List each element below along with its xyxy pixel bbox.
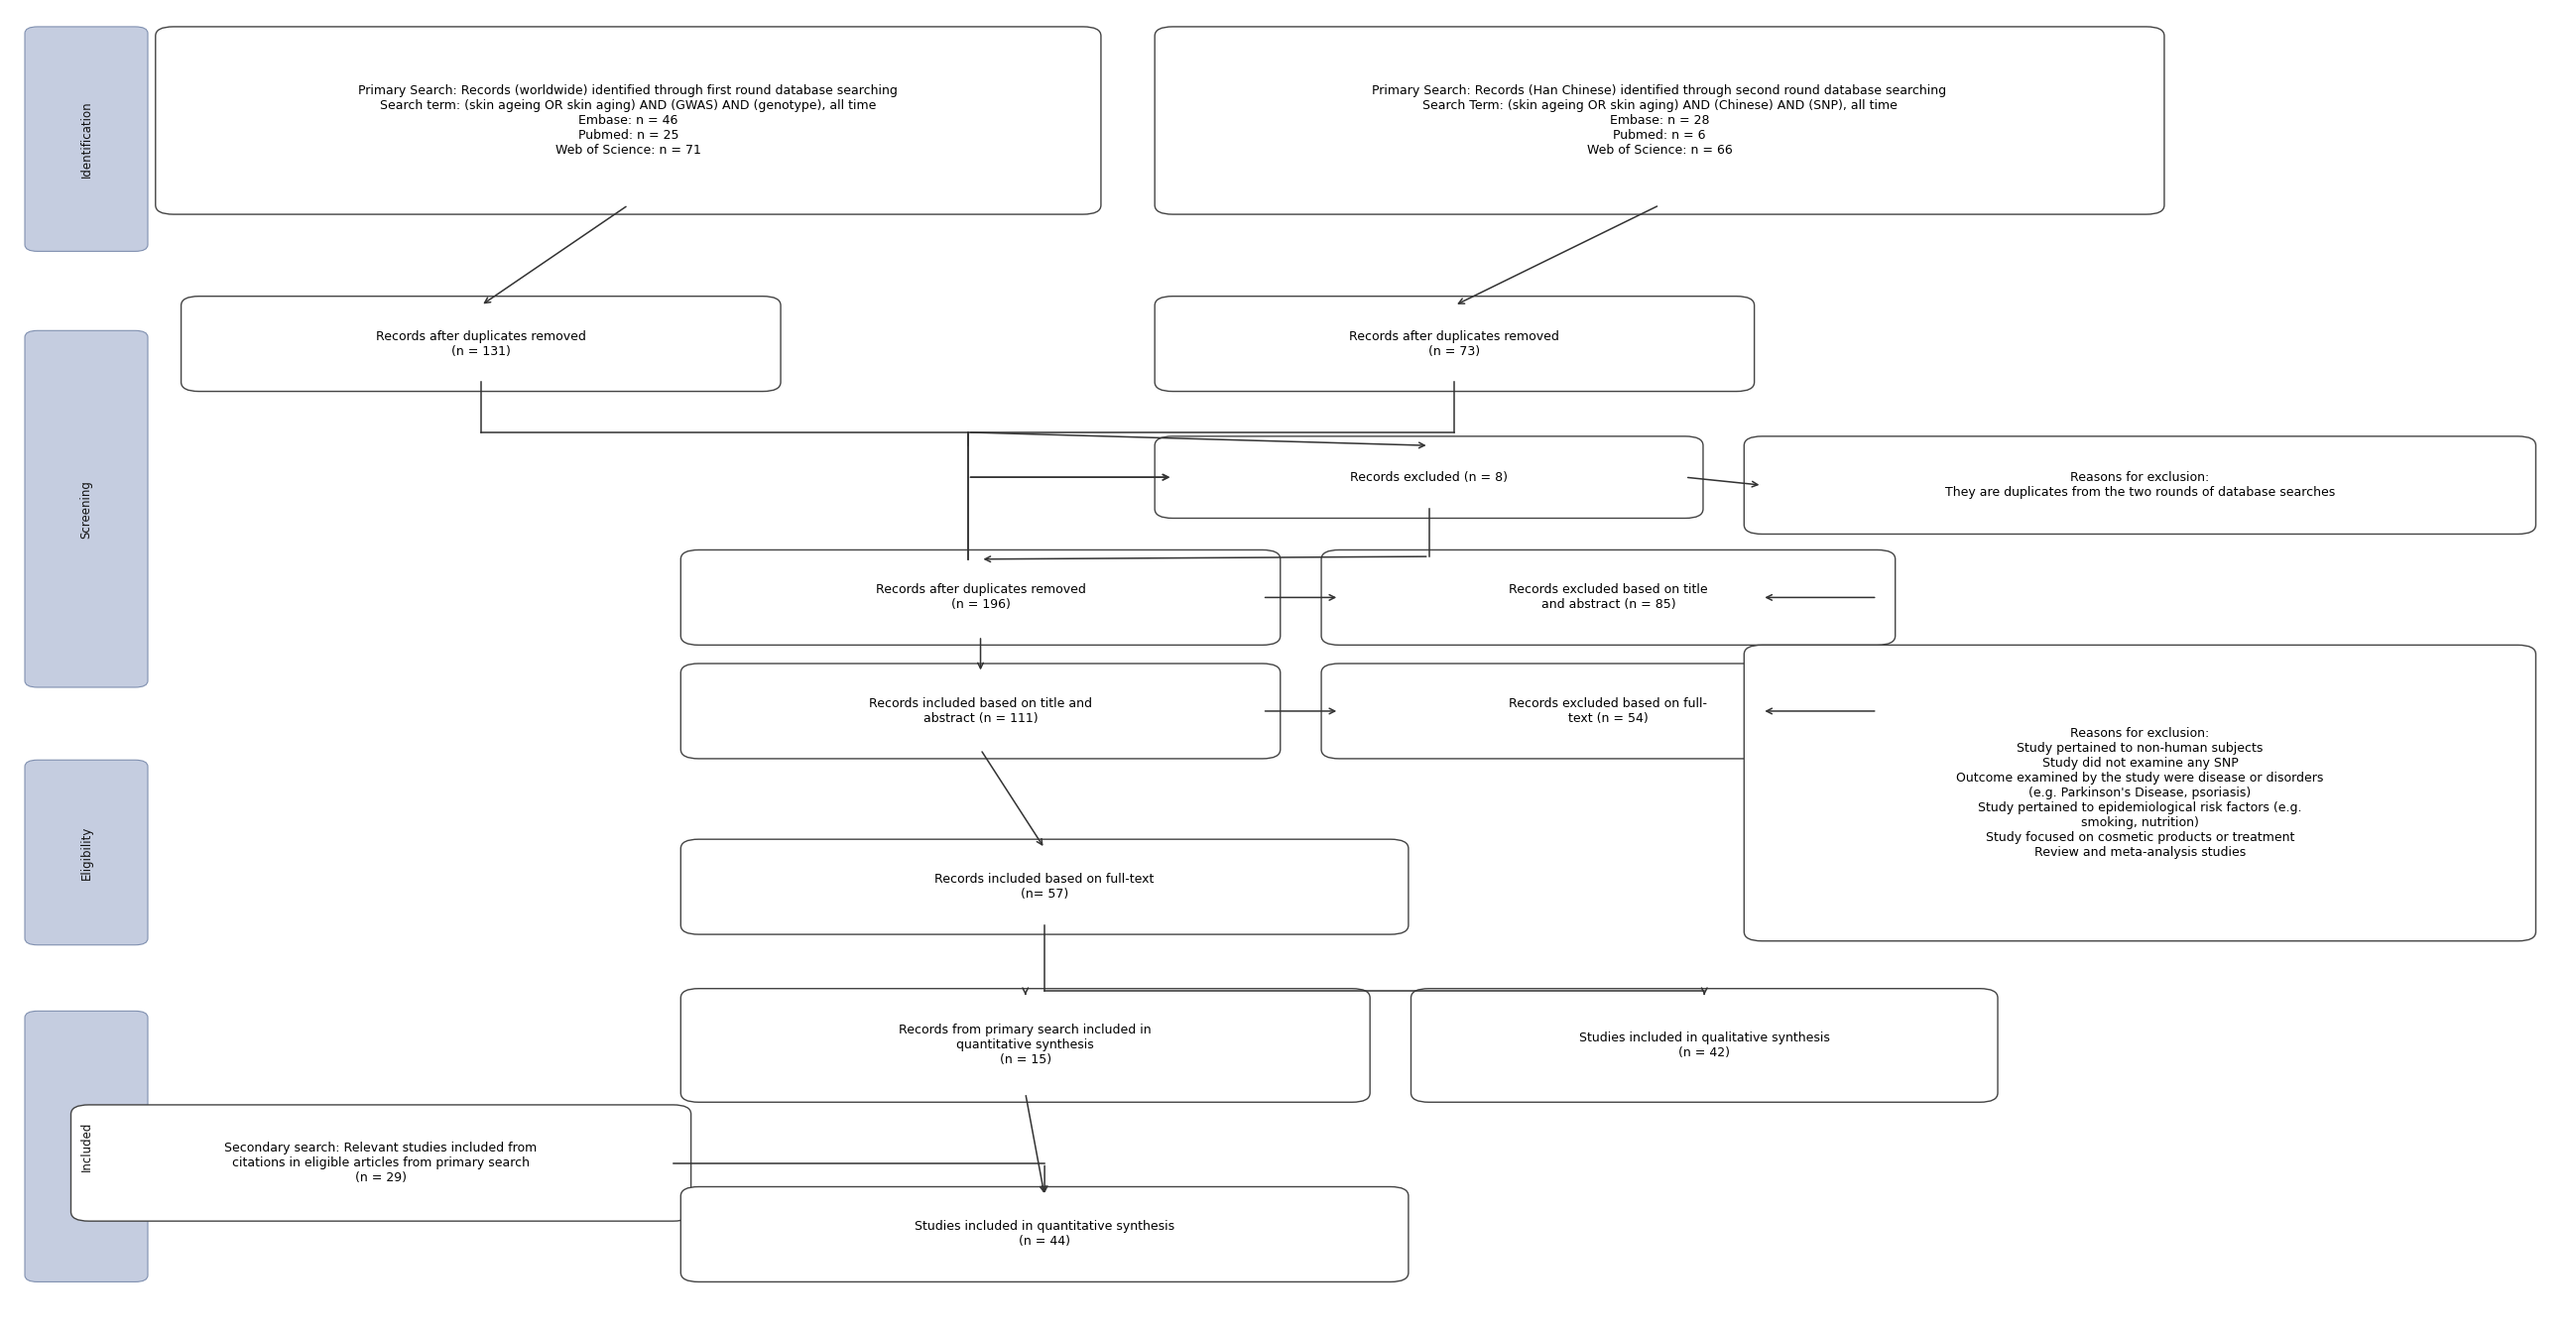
Text: Reasons for exclusion:
Study pertained to non-human subjects
Study did not exami: Reasons for exclusion: Study pertained t… [1955,728,2324,858]
FancyBboxPatch shape [1744,645,2535,941]
Text: Identification: Identification [80,100,93,178]
FancyBboxPatch shape [155,27,1100,215]
Text: Records included based on title and
abstract (n = 111): Records included based on title and abst… [868,697,1092,725]
FancyBboxPatch shape [1744,437,2535,534]
FancyBboxPatch shape [680,550,1280,645]
Text: Reasons for exclusion:
They are duplicates from the two rounds of database searc: Reasons for exclusion: They are duplicat… [1945,471,2334,499]
Text: Records included based on full-text
(n= 57): Records included based on full-text (n= … [935,873,1154,901]
FancyBboxPatch shape [680,988,1370,1103]
FancyBboxPatch shape [1154,296,1754,391]
Text: Studies included in quantitative synthesis
(n = 44): Studies included in quantitative synthes… [914,1220,1175,1248]
FancyBboxPatch shape [680,1187,1409,1282]
FancyBboxPatch shape [26,331,147,688]
FancyBboxPatch shape [680,840,1409,934]
Text: Records excluded based on full-
text (n = 54): Records excluded based on full- text (n … [1510,697,1708,725]
FancyBboxPatch shape [26,1011,147,1282]
Text: Records after duplicates removed
(n = 131): Records after duplicates removed (n = 13… [376,330,585,358]
FancyBboxPatch shape [1321,663,1896,758]
Text: Primary Search: Records (worldwide) identified through first round database sear: Primary Search: Records (worldwide) iden… [358,84,899,156]
FancyBboxPatch shape [72,1105,690,1222]
FancyBboxPatch shape [1412,988,1999,1103]
FancyBboxPatch shape [1321,550,1896,645]
Text: Eligibility: Eligibility [80,825,93,880]
Text: Studies included in qualitative synthesis
(n = 42): Studies included in qualitative synthesi… [1579,1032,1829,1059]
FancyBboxPatch shape [680,663,1280,758]
FancyBboxPatch shape [26,760,147,945]
Text: Records from primary search included in
quantitative synthesis
(n = 15): Records from primary search included in … [899,1024,1151,1067]
Text: Secondary search: Relevant studies included from
citations in eligible articles : Secondary search: Relevant studies inclu… [224,1141,538,1184]
Text: Records excluded (n = 8): Records excluded (n = 8) [1350,471,1507,483]
FancyBboxPatch shape [1154,437,1703,518]
FancyBboxPatch shape [180,296,781,391]
Text: Records after duplicates removed
(n = 73): Records after duplicates removed (n = 73… [1350,330,1558,358]
FancyBboxPatch shape [1154,27,2164,215]
Text: Screening: Screening [80,479,93,538]
Text: Records after duplicates removed
(n = 196): Records after duplicates removed (n = 19… [876,583,1084,611]
Text: Primary Search: Records (Han Chinese) identified through second round database s: Primary Search: Records (Han Chinese) id… [1373,84,1947,156]
Text: Records excluded based on title
and abstract (n = 85): Records excluded based on title and abst… [1510,583,1708,611]
Text: Included: Included [80,1121,93,1171]
FancyBboxPatch shape [26,27,147,251]
